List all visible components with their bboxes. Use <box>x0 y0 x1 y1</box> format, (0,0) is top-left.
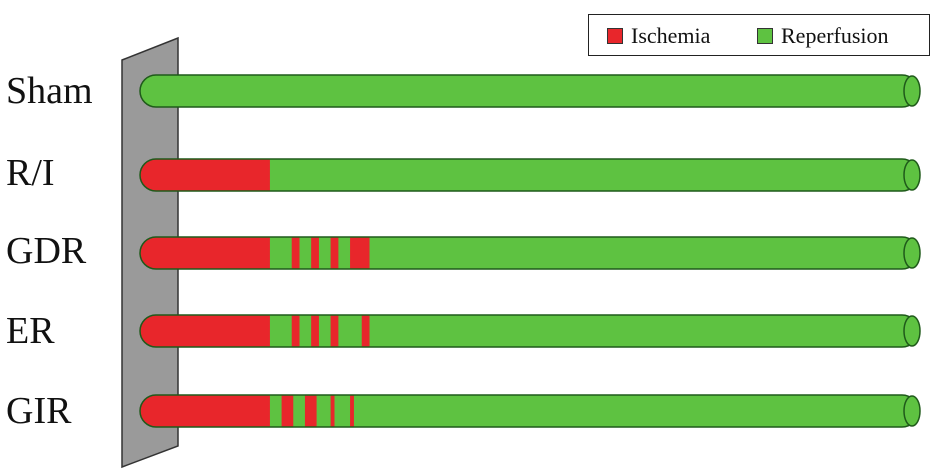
row-label-er: ER <box>6 310 55 352</box>
ischemia-segment <box>330 237 339 269</box>
ischemia-segment <box>361 315 370 347</box>
legend-item-reperfusion: Reperfusion <box>757 23 889 49</box>
ischemia-segment <box>291 237 300 269</box>
ischemia-segment <box>140 237 270 269</box>
ischemia-segment <box>350 237 370 269</box>
tube-gdr <box>139 236 921 270</box>
ischemia-segment <box>311 237 319 269</box>
tube-end-cap <box>903 75 921 107</box>
tube-sham <box>139 74 921 108</box>
tube-end-cap <box>903 315 921 347</box>
reperfusion-segment <box>140 75 918 107</box>
ischemia-segment <box>311 315 319 347</box>
ischemia-segment <box>350 395 354 427</box>
ischemia-segment <box>291 315 300 347</box>
ischemia-segment <box>140 159 270 191</box>
row-label-ri: R/I <box>6 152 55 194</box>
ischemia-segment <box>140 315 270 347</box>
legend-item-ischemia: Ischemia <box>607 23 710 49</box>
row-label-gir: GIR <box>6 390 72 432</box>
ischemia-segment <box>281 395 294 427</box>
row-label-sham: Sham <box>6 70 93 112</box>
ischemia-segment <box>330 395 335 427</box>
ischemia-swatch <box>607 28 623 44</box>
reperfusion-swatch <box>757 28 773 44</box>
row-label-gdr: GDR <box>6 230 87 272</box>
tube-end-cap <box>903 159 921 191</box>
ischemia-segment <box>330 315 339 347</box>
tube-ri <box>139 158 921 192</box>
ischemia-segment <box>140 395 270 427</box>
reperfusion-segment <box>140 159 918 191</box>
tube-er <box>139 314 921 348</box>
tubes-group <box>139 74 921 428</box>
legend-reperfusion-label: Reperfusion <box>781 23 889 48</box>
tube-end-cap <box>903 395 921 427</box>
tube-end-cap <box>903 237 921 269</box>
tube-gir <box>139 394 921 428</box>
ischemia-segment <box>304 395 317 427</box>
legend: Ischemia Reperfusion <box>588 14 930 56</box>
legend-ischemia-label: Ischemia <box>631 23 711 48</box>
